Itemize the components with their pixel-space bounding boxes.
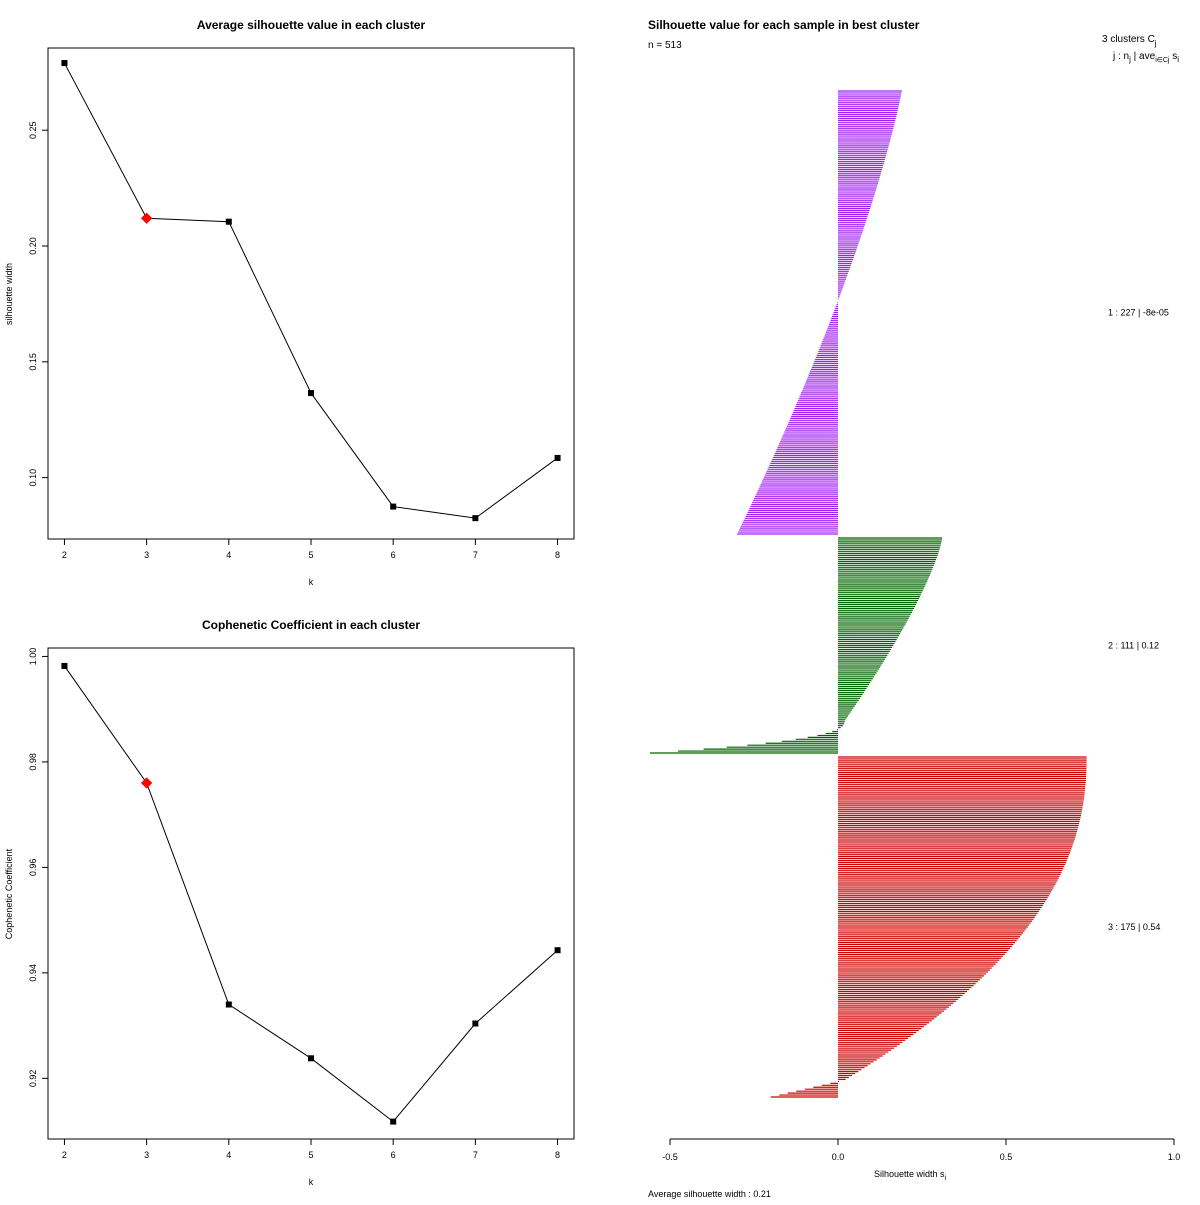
data-point bbox=[61, 60, 68, 67]
x-tick-label: 0.0 bbox=[832, 1152, 845, 1162]
x-tick-label: 6 bbox=[391, 550, 396, 560]
data-point bbox=[472, 515, 479, 522]
x-tick-label: 3 bbox=[144, 1150, 149, 1160]
silhouette-plot: Silhouette value for each sample in best… bbox=[648, 18, 1180, 1199]
clusters-subheader: j : nj | avei∈Cj si bbox=[1112, 51, 1179, 64]
chart2-title: Cophenetic Coefficient in each cluster bbox=[202, 618, 420, 632]
x-tick-label: 6 bbox=[391, 1150, 396, 1160]
chart2-plot-frame bbox=[47, 647, 575, 1140]
clusters-subheader-sub3: i bbox=[1177, 55, 1179, 64]
best-k-point bbox=[140, 212, 153, 224]
data-point bbox=[61, 662, 68, 669]
silhouette-by-k-chart: Average silhouette value in each cluster… bbox=[4, 18, 575, 587]
clusters-header-sub: j bbox=[1154, 39, 1157, 48]
y-tick-label: 0.10 bbox=[28, 469, 38, 487]
cluster-labels: 1 : 227 | -8e-05 2 : 111 | 0.12 3 : 175 | … bbox=[1108, 308, 1169, 933]
x-tick-label: 7 bbox=[473, 550, 478, 560]
y-tick-label: 0.15 bbox=[28, 353, 38, 371]
chart1-xlabel: k bbox=[309, 577, 314, 587]
y-tick-label: 0.92 bbox=[28, 1070, 38, 1088]
chart2-ylabel: Cophenetic Coefficient bbox=[4, 848, 14, 939]
cophenetic-by-k-chart: Cophenetic Coefficient in each cluster k… bbox=[4, 618, 575, 1187]
clusters-subheader-sub: j bbox=[1128, 55, 1131, 64]
x-tick-label: 8 bbox=[555, 1150, 560, 1160]
clusters-subheader-sub2: i∈Cj bbox=[1155, 57, 1170, 64]
chart2-xlabel: k bbox=[309, 1177, 314, 1187]
silhouette-x-axis: -0.5 0.0 0.5 1.0 bbox=[662, 1138, 1181, 1162]
x-tick-label: 2 bbox=[62, 550, 67, 560]
series-line bbox=[64, 665, 558, 1123]
cluster-label: 3 : 175 | 0.54 bbox=[1108, 922, 1160, 932]
chart1-title: Average silhouette value in each cluster bbox=[197, 18, 426, 32]
chart1-plot-frame bbox=[47, 47, 575, 540]
y-tick-label: 0.94 bbox=[28, 964, 38, 982]
clusters-header: 3 clusters Cj bbox=[1102, 34, 1157, 48]
cluster-label: 1 : 227 | -8e-05 bbox=[1108, 308, 1169, 318]
best-k-point bbox=[140, 777, 153, 789]
series-line bbox=[63, 62, 558, 519]
clusters-subheader-ave: | ave bbox=[1131, 51, 1156, 62]
chart2-marks bbox=[61, 662, 561, 1125]
clusters-subheader-text: j : n bbox=[1112, 51, 1129, 62]
x-tick-label: 4 bbox=[226, 550, 231, 560]
silhouette-xlabel: Silhouette width si bbox=[874, 1169, 947, 1182]
average-silhouette-label: Average silhouette width : 0.21 bbox=[648, 1189, 771, 1199]
chart1-axes: 2 3 4 5 6 7 8 0.10 0.15 0.20 0.25 bbox=[28, 121, 560, 560]
x-tick-label: 5 bbox=[308, 1150, 313, 1160]
y-tick-label: 1.00 bbox=[28, 648, 38, 666]
x-tick-label: 4 bbox=[226, 1150, 231, 1160]
data-point bbox=[225, 218, 232, 225]
x-tick-label: 3 bbox=[144, 550, 149, 560]
chart1-ylabel: silhouette width bbox=[4, 263, 14, 325]
y-tick-label: 0.20 bbox=[28, 237, 38, 255]
data-point bbox=[554, 947, 561, 954]
chart3-title: Silhouette value for each sample in best… bbox=[648, 18, 920, 32]
chart1-marks bbox=[61, 60, 561, 522]
silhouette-bars bbox=[649, 90, 1087, 1098]
data-point bbox=[308, 390, 314, 397]
y-tick-label: 0.96 bbox=[28, 859, 38, 877]
x-tick-label: 5 bbox=[308, 550, 313, 560]
sample-count-label: n = 513 bbox=[648, 40, 682, 51]
clusters-subheader-s: s bbox=[1169, 51, 1177, 62]
chart2-axes: 2 3 4 5 6 7 8 0.92 0.94 0.96 0.98 1.00 bbox=[28, 648, 560, 1160]
x-tick-label: 7 bbox=[473, 1150, 478, 1160]
data-point bbox=[554, 454, 561, 461]
x-tick-label: 2 bbox=[62, 1150, 67, 1160]
y-tick-label: 0.25 bbox=[28, 121, 38, 139]
data-point bbox=[472, 1020, 479, 1027]
x-tick-label: -0.5 bbox=[662, 1152, 678, 1162]
x-tick-label: 0.5 bbox=[1000, 1152, 1013, 1162]
cluster-label: 2 : 111 | 0.12 bbox=[1108, 641, 1159, 651]
y-tick-label: 0.98 bbox=[28, 753, 38, 771]
silhouette-xlabel-sub: i bbox=[944, 1175, 946, 1182]
x-tick-label: 1.0 bbox=[1168, 1152, 1181, 1162]
x-tick-label: 8 bbox=[555, 550, 560, 560]
silhouette-xlabel-text: Silhouette width s bbox=[874, 1169, 945, 1179]
clusters-header-text: 3 clusters C bbox=[1102, 34, 1155, 45]
data-point bbox=[225, 1001, 232, 1008]
data-point bbox=[308, 1055, 314, 1062]
data-point bbox=[390, 503, 397, 510]
data-point bbox=[390, 1118, 397, 1125]
